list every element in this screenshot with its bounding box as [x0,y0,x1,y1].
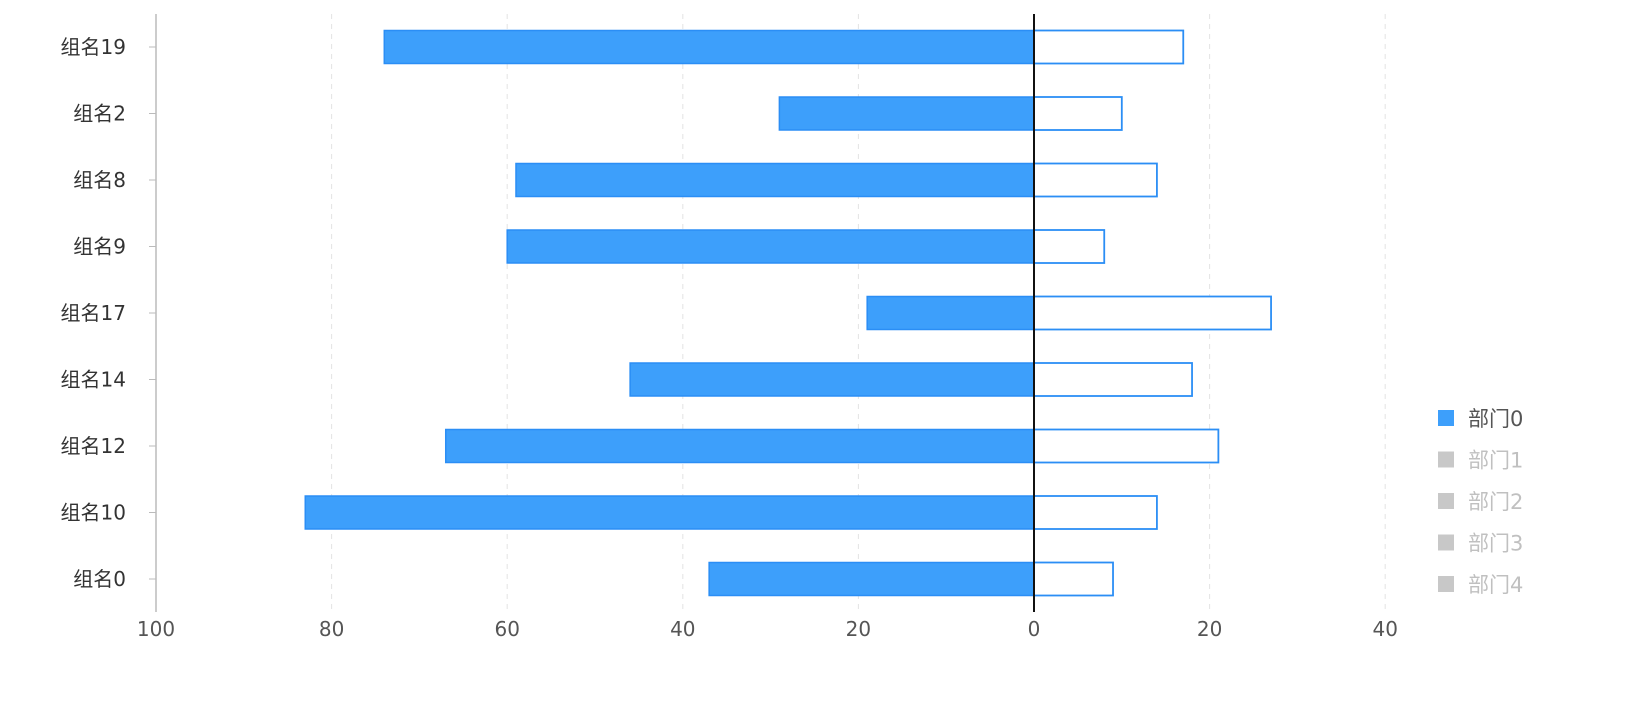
x-tick-label: 0 [1028,617,1041,641]
x-tick-label: 40 [670,617,695,641]
legend-label-4[interactable]: 部门4 [1468,573,1523,597]
category-label: 组名10 [61,501,126,525]
legend-swatch-4[interactable] [1438,576,1454,592]
bar-left-2 [515,162,1035,198]
legend: 部门0 部门1 部门2 部门3 部门4 [1438,407,1523,597]
x-tick-label: 20 [846,617,871,641]
category-label: 组名19 [61,35,126,59]
category-label: 组名8 [73,168,126,192]
bar-right-1 [1033,96,1123,131]
bar-left-3 [506,229,1035,264]
bar-left-1 [778,96,1035,131]
x-tick-label: 20 [1197,617,1222,641]
bar-right-4 [1033,295,1272,331]
bar-right-0 [1033,29,1185,65]
bar-left-0 [383,29,1035,65]
category-label: 组名12 [61,434,126,458]
bar-right-6 [1033,428,1220,464]
bar-right-2 [1033,162,1158,198]
bar-left-5 [629,362,1035,397]
bar-right-8 [1033,561,1114,597]
category-label: 组名0 [73,567,126,591]
legend-label-3[interactable]: 部门3 [1468,532,1523,556]
bar-right-3 [1033,229,1106,264]
x-tick-label: 60 [494,617,519,641]
legend-swatch-3[interactable] [1438,534,1454,551]
value-axis-labels: 100 80 60 40 20 0 20 40 [137,617,1398,641]
legend-label-0[interactable]: 部门0 [1468,407,1523,431]
category-label: 组名9 [73,235,126,259]
bar-left-6 [444,428,1035,464]
legend-swatch-1[interactable] [1438,451,1454,468]
category-label: 组名14 [61,368,126,392]
bar-left-4 [866,295,1035,331]
bar-right-7 [1033,495,1158,530]
category-axis-labels: 组名19 组名2 组名8 组名9 组名17 组名14 组名12 组名10 组名0 [61,35,126,591]
legend-swatch-2[interactable] [1438,493,1454,509]
x-tick-label: 80 [319,617,344,641]
x-tick-label: 40 [1372,617,1397,641]
legend-label-1[interactable]: 部门1 [1468,449,1523,473]
category-label: 组名17 [61,301,126,325]
bar-right-5 [1033,362,1193,397]
legend-label-2[interactable]: 部门2 [1468,490,1523,514]
legend-swatch-0[interactable] [1438,410,1454,426]
bar-left-8 [708,561,1035,597]
bar-left-7 [304,495,1035,530]
bars [304,29,1272,597]
axes [149,14,1035,612]
x-tick-label: 100 [137,617,175,641]
category-label: 组名2 [73,102,126,126]
